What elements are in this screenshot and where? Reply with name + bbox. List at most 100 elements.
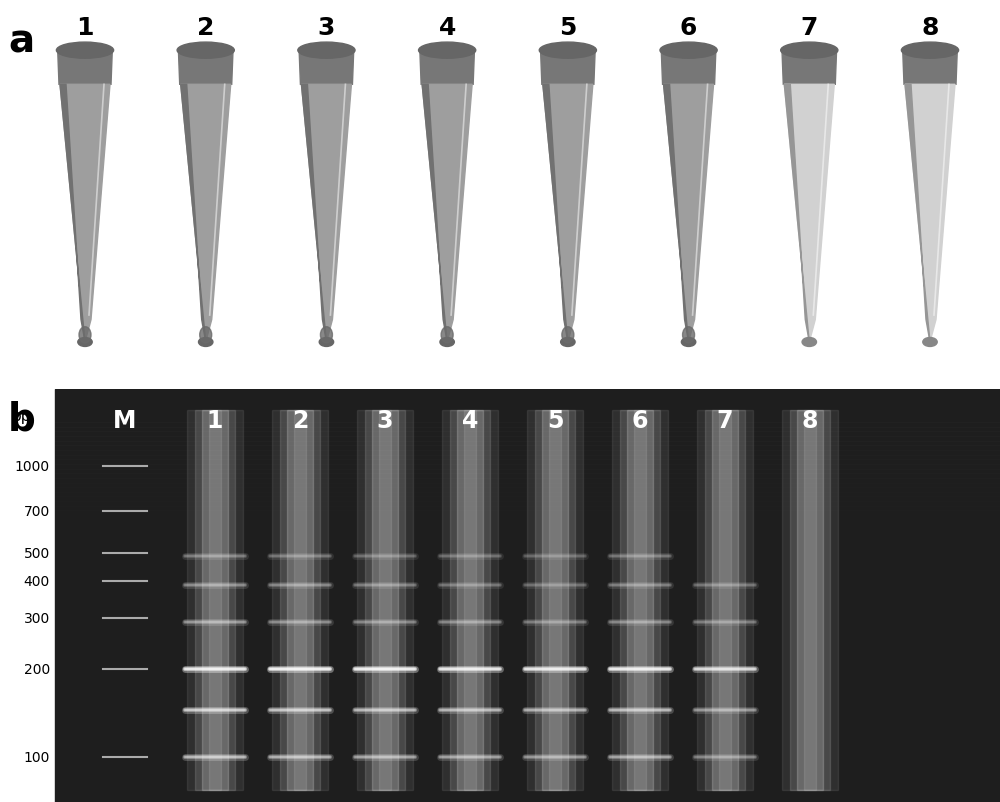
Ellipse shape: [539, 43, 596, 59]
Bar: [612, 410, 668, 790]
Bar: [442, 410, 498, 790]
Text: 500: 500: [24, 547, 50, 561]
Text: a: a: [8, 22, 34, 60]
Polygon shape: [178, 51, 233, 85]
Text: 100: 100: [24, 750, 50, 764]
Bar: [712, 410, 738, 790]
Text: 8: 8: [802, 408, 818, 432]
Text: 4: 4: [438, 16, 456, 40]
Ellipse shape: [923, 338, 937, 347]
Polygon shape: [784, 85, 809, 342]
Polygon shape: [543, 85, 593, 342]
Ellipse shape: [802, 338, 816, 347]
Ellipse shape: [199, 338, 213, 347]
Polygon shape: [541, 51, 595, 85]
Polygon shape: [905, 85, 955, 342]
Text: 3: 3: [318, 16, 335, 40]
Text: 3: 3: [377, 408, 393, 432]
Bar: [697, 410, 753, 790]
Bar: [782, 410, 838, 790]
Polygon shape: [664, 85, 714, 342]
Ellipse shape: [901, 43, 959, 59]
Text: 1: 1: [207, 408, 223, 432]
Text: 7: 7: [717, 408, 733, 432]
Polygon shape: [301, 85, 351, 342]
Bar: [457, 410, 483, 790]
Bar: [549, 410, 561, 790]
Ellipse shape: [319, 338, 334, 347]
Polygon shape: [782, 51, 837, 85]
Bar: [464, 410, 476, 790]
Bar: [365, 410, 405, 790]
Ellipse shape: [320, 327, 332, 343]
Ellipse shape: [562, 327, 574, 343]
Polygon shape: [422, 85, 447, 342]
Text: 5: 5: [547, 408, 563, 432]
Bar: [195, 410, 235, 790]
Polygon shape: [299, 51, 354, 85]
Text: 6: 6: [680, 16, 697, 40]
Polygon shape: [58, 51, 112, 85]
Bar: [542, 410, 568, 790]
Bar: [719, 410, 731, 790]
Bar: [790, 410, 830, 790]
Bar: [357, 410, 413, 790]
Bar: [280, 410, 320, 790]
Text: 700: 700: [24, 504, 50, 518]
Ellipse shape: [683, 327, 695, 343]
Bar: [535, 410, 575, 790]
Ellipse shape: [781, 43, 838, 59]
Ellipse shape: [660, 43, 717, 59]
Bar: [797, 410, 823, 790]
Polygon shape: [301, 85, 326, 342]
Ellipse shape: [561, 338, 575, 347]
Bar: [187, 410, 243, 790]
Text: 4: 4: [462, 408, 478, 432]
Text: 300: 300: [24, 611, 50, 625]
Bar: [272, 410, 328, 790]
Text: 8: 8: [921, 16, 939, 40]
Polygon shape: [905, 85, 930, 342]
Text: 200: 200: [24, 662, 50, 676]
Text: 1000: 1000: [15, 460, 50, 473]
Text: M: M: [113, 408, 137, 432]
Text: bp: bp: [12, 408, 32, 423]
Polygon shape: [661, 51, 716, 85]
Polygon shape: [903, 51, 957, 85]
Polygon shape: [422, 85, 472, 342]
Bar: [705, 410, 745, 790]
Polygon shape: [543, 85, 568, 342]
Ellipse shape: [298, 43, 355, 59]
Polygon shape: [181, 85, 206, 342]
Text: 7: 7: [801, 16, 818, 40]
Text: b: b: [8, 400, 36, 438]
Bar: [527, 410, 583, 790]
Bar: [627, 410, 653, 790]
Bar: [372, 410, 398, 790]
Bar: [804, 410, 816, 790]
Ellipse shape: [441, 327, 453, 343]
Polygon shape: [784, 85, 834, 342]
Ellipse shape: [419, 43, 476, 59]
Bar: [450, 410, 490, 790]
Text: 2: 2: [197, 16, 214, 40]
Ellipse shape: [56, 43, 114, 59]
Bar: [379, 410, 391, 790]
Polygon shape: [420, 51, 474, 85]
Bar: [634, 410, 646, 790]
Text: 2: 2: [292, 408, 308, 432]
Text: 5: 5: [559, 16, 577, 40]
Ellipse shape: [177, 43, 234, 59]
Ellipse shape: [681, 338, 696, 347]
Text: 6: 6: [632, 408, 648, 432]
Ellipse shape: [79, 327, 91, 343]
Text: 400: 400: [24, 575, 50, 589]
Bar: [209, 410, 221, 790]
Ellipse shape: [78, 338, 92, 347]
Text: 1: 1: [76, 16, 94, 40]
Polygon shape: [181, 85, 231, 342]
Bar: [287, 410, 313, 790]
Ellipse shape: [200, 327, 212, 343]
Polygon shape: [60, 85, 110, 342]
Bar: [294, 410, 306, 790]
